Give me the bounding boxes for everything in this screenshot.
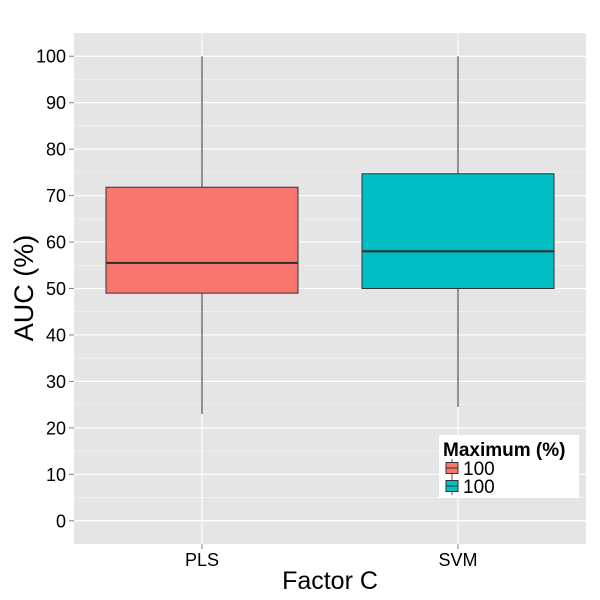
legend-item: 100 [445, 459, 495, 480]
legend-label: 100 [463, 459, 495, 480]
box-series [105, 56, 555, 414]
y-tick-label: 50 [46, 279, 66, 299]
box-svm [361, 56, 555, 407]
y-tick-label: 0 [56, 511, 66, 531]
legend-title: Maximum (%) [443, 440, 565, 461]
y-axis: 0 10 20 30 40 50 60 70 80 90 100 [36, 47, 74, 531]
y-tick-label: 10 [46, 465, 66, 485]
x-tick-label: SVM [438, 550, 477, 570]
x-axis: PLS SVM [185, 544, 478, 570]
legend-label: 100 [463, 477, 495, 498]
y-tick-label: 30 [46, 372, 66, 392]
y-tick-label: 40 [46, 325, 66, 345]
y-tick-label: 20 [46, 418, 66, 438]
y-tick-label: 100 [36, 47, 66, 67]
box-iqr [361, 173, 555, 290]
y-tick-label: 80 [46, 140, 66, 160]
legend-background [439, 435, 579, 498]
box-pls [105, 56, 299, 414]
y-tick-label: 90 [46, 93, 66, 113]
x-axis-title: Factor C [282, 567, 378, 595]
y-tick-label: 60 [46, 233, 66, 253]
box-iqr [105, 186, 299, 294]
x-tick-label: PLS [185, 550, 219, 570]
y-axis-title: AUC (%) [9, 235, 39, 342]
y-tick-label: 70 [46, 186, 66, 206]
legend-item: 100 [445, 477, 495, 498]
